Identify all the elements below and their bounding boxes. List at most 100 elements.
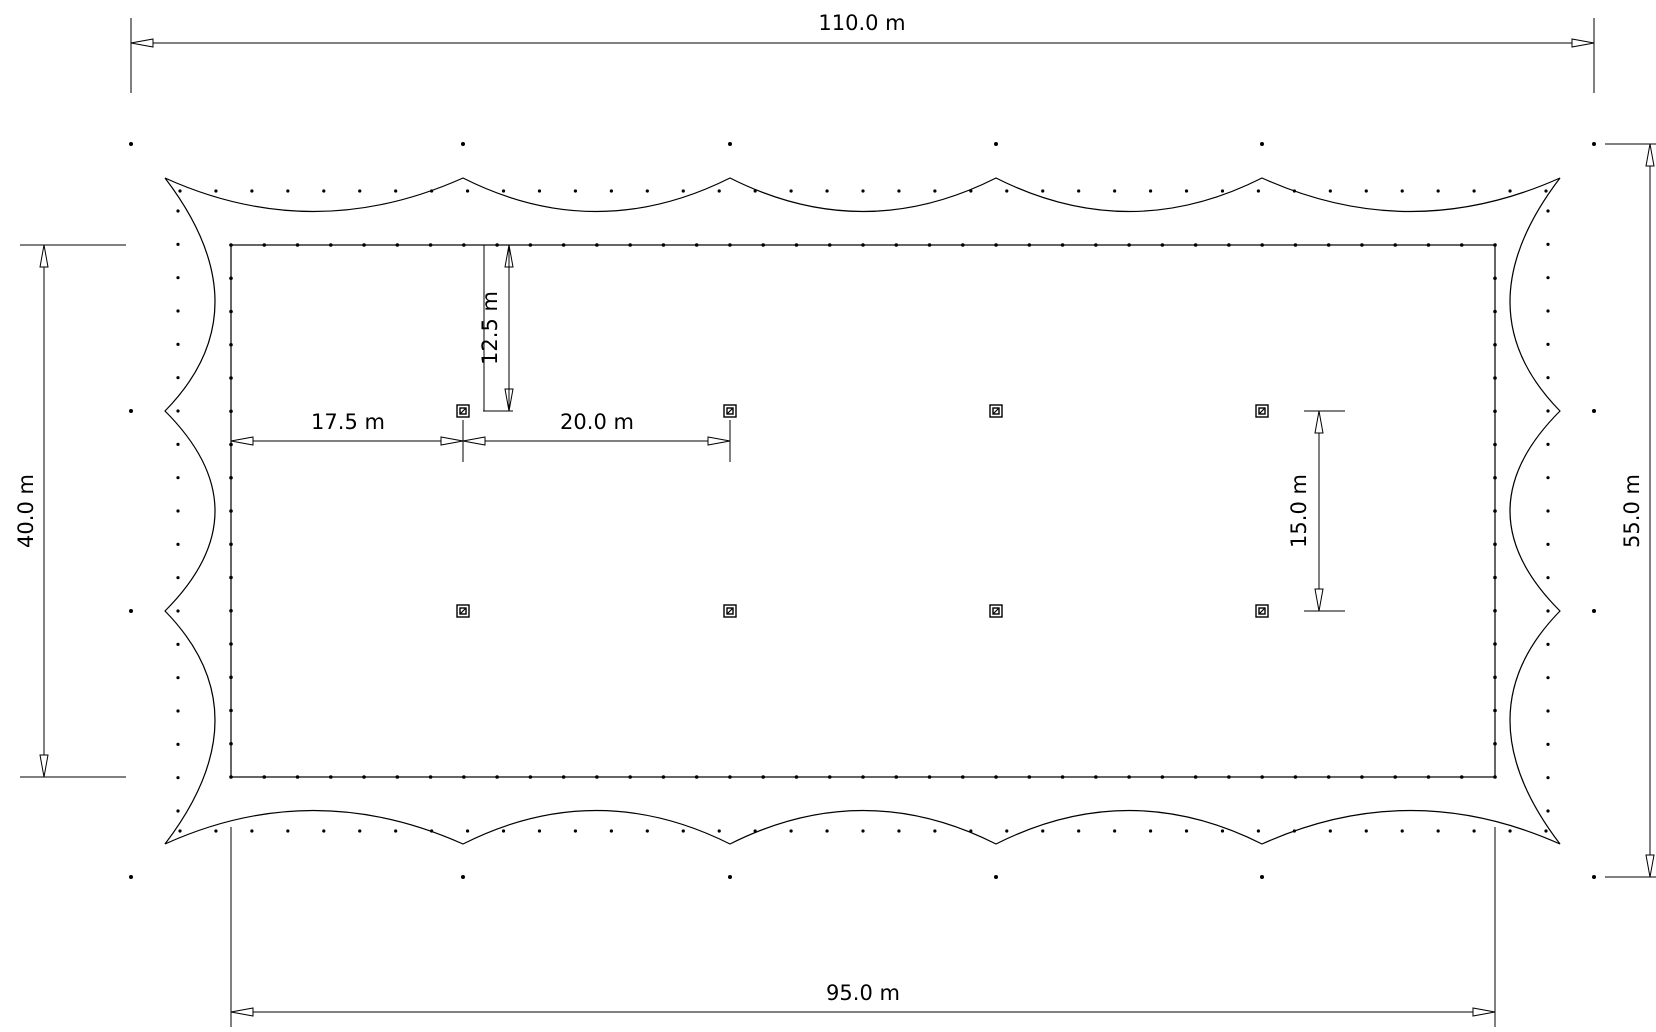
membrane-dot [1472,829,1476,833]
membrane-dot [250,829,254,833]
floor-edge-dot [1493,542,1497,547]
floor-edge-dot [761,243,766,247]
membrane-dot [176,409,180,413]
overall-height-label: 55.0 m [1620,474,1644,548]
membrane-dot [358,829,362,833]
floor-edge-dot [328,775,333,779]
membrane-outline [164,177,1561,845]
membrane-dot [1184,189,1189,193]
floor-edge-dot [661,243,666,247]
floor-edge-dot [328,243,333,247]
membrane-dot [1508,829,1512,833]
membrane-dot [1400,189,1404,193]
membrane-dot [176,242,180,246]
floor-edge-dot [1227,243,1231,247]
membrane-dot [1184,829,1189,833]
membrane-dot [1077,189,1081,193]
membrane-dot [358,189,362,193]
floor-edge-dot [229,342,233,347]
floor-edge-dot [1493,608,1497,613]
floor-edge-dot [794,243,799,247]
floor-edge-dot [229,542,233,547]
floor-edge-dot [229,775,233,779]
membrane-dot [573,189,578,193]
floor-edge-dot [229,276,233,281]
column-marker [723,604,737,618]
floor-height-label: 40.0 m [14,474,38,548]
floor-edge-dot [1426,775,1431,779]
overall-width-label: 110.0 m [818,11,905,35]
outer-anchor-dot [129,142,133,146]
floor-edge-dot [1493,509,1497,513]
floor-edge-dot [561,775,566,779]
floor-edge-dot [229,708,233,713]
membrane-dot [214,829,218,833]
membrane-dot [176,609,180,613]
outer-anchor-dot [1592,875,1596,879]
membrane-dot [214,189,218,193]
floor-edge-dot [1493,243,1497,247]
dimension-column-spacing-x: 20.0 m [462,410,731,462]
floor-edge-dot [462,775,466,779]
column-marker [723,404,737,418]
membrane-dot [681,829,685,833]
floor-edge-dot [1493,276,1497,281]
membrane-dot [537,189,542,193]
floor-edge-dot [262,775,267,779]
floor-edge-dot [229,442,233,447]
floor-edge-dot [1060,243,1065,247]
floor-edge-dot [428,243,433,247]
membrane-dot [1546,276,1550,280]
floor-edge-dot [827,243,832,247]
membrane-dot [176,276,180,280]
membrane-dot [1256,829,1261,833]
outer-anchor-dot [129,875,133,879]
membrane-dot [176,809,180,813]
membrane-dot [176,476,180,480]
floor-edge-dot [1227,775,1231,779]
floor-edge-dot [761,775,766,779]
floor-edge-dot [1493,708,1497,713]
membrane-dot [1546,442,1550,446]
membrane-dot [1041,189,1045,193]
membrane-dot [1113,189,1117,193]
membrane-dot [717,189,721,193]
floor-edge-dot [229,475,233,480]
dimension-overall-width: 110.0 m [130,11,1595,93]
floor-edge-dot [1459,243,1464,247]
floor-edge-dot [528,243,533,247]
membrane-dot [501,829,506,833]
outer-anchor-dot [1260,142,1264,146]
membrane-dot [1113,829,1117,833]
membrane-dot [645,829,649,833]
floor-edge-dot [827,775,832,779]
floor-edge-dot [428,775,433,779]
floor-edge-dot [927,243,932,247]
dimension-column-offset-y: 12.5 m [478,244,514,412]
floor-edge-dot [229,376,233,380]
floor-edge-dot [1493,475,1497,480]
floor-edge-dot [229,608,233,613]
floor-edge-dot [628,243,632,247]
membrane-dot [250,189,254,193]
floor-edge-dot [1260,243,1264,247]
floor-edge-dot [1160,775,1165,779]
dimension-overall-height: 55.0 m [1605,143,1656,878]
floor-edge-dot [229,741,233,746]
floor-edge-dot [1027,243,1032,247]
membrane-dot [1472,189,1476,193]
floor-edge-dot [794,775,799,779]
membrane-dot [717,829,721,833]
membrane-dot [176,676,180,680]
floor-edge-dot [894,775,899,779]
floor-edge-dot [1360,775,1364,779]
column-spacing-y-label: 15.0 m [1287,474,1311,548]
floor-edge-dot [927,775,932,779]
floor-edge-dot [229,243,233,247]
floor-edge-dot [661,775,666,779]
floor-edge-dot [994,775,998,779]
membrane-dot [1544,189,1548,193]
floor-edge-dot [1493,642,1497,646]
membrane-dot [176,209,180,213]
membrane-dot [1148,189,1153,193]
